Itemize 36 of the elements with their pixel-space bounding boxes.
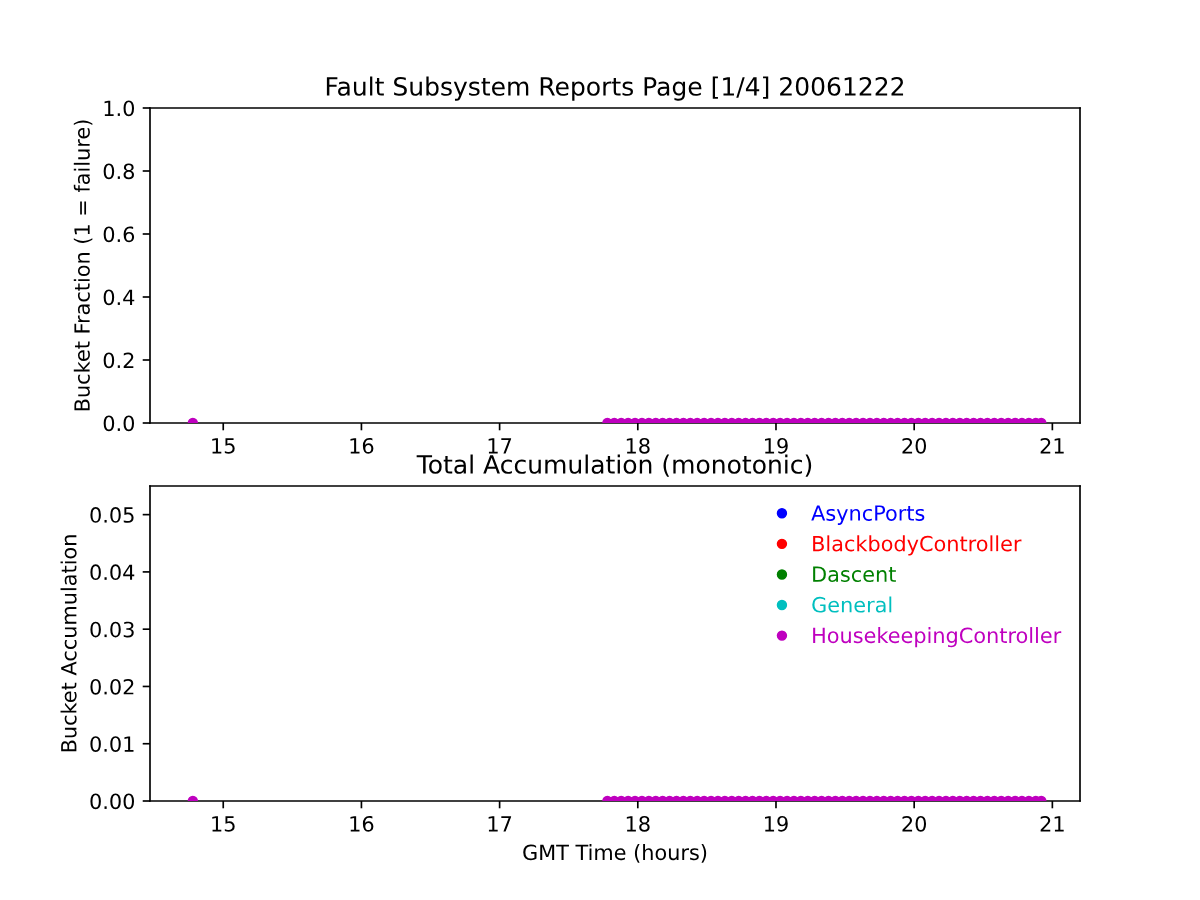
x-tick-label: 19 <box>765 437 788 454</box>
y-tick-label: 0.03 <box>90 621 134 638</box>
x-tick-label: 17 <box>488 438 512 454</box>
legend-label: AsyncPorts <box>811 505 925 525</box>
y-tick-label: 0.6 <box>103 226 135 243</box>
x-tick-label: 18 <box>626 815 650 832</box>
legend-label: General <box>812 596 892 613</box>
y-tick-label: 0.0 <box>103 415 135 432</box>
x-tick-label: 16 <box>350 815 374 832</box>
y-tick-label: 0.04 <box>90 564 135 581</box>
x-tick-label: 19 <box>765 815 788 832</box>
y-tick-label: 0.2 <box>103 352 134 369</box>
y-tick-label: 0.01 <box>90 736 134 752</box>
y-tick-label: 0.05 <box>90 507 134 523</box>
y-tick-label: 0.8 <box>103 163 134 180</box>
x-axis-title: GMT Time (hours) <box>523 844 707 863</box>
x-tick-label: 21 <box>1040 437 1064 454</box>
x-tick-label: 18 <box>626 437 650 454</box>
y-tick-label: 0.02 <box>90 678 134 695</box>
x-tick-label: 20 <box>902 437 927 454</box>
x-tick-label: 21 <box>1040 815 1064 832</box>
y-tick-label: 1.0 <box>104 100 135 117</box>
y-tick-label: 0.4 <box>103 289 135 306</box>
chart-title: Total Accumulation (monotonic) <box>416 454 812 477</box>
chart-title: Fault Subsystem Reports Page [1/4] 20061222 <box>326 76 904 101</box>
y-tick-label: 0.00 <box>90 793 135 810</box>
legend-label: HousekeepingController <box>813 627 1062 648</box>
legend-label: BlackbodyController <box>813 535 1022 556</box>
x-tick-label: 20 <box>902 815 927 832</box>
x-tick-label: 15 <box>212 816 235 832</box>
x-tick-label: 17 <box>488 816 512 832</box>
legend-label: Dascent <box>813 566 896 583</box>
y-axis-title: Bucket Accumulation <box>60 535 77 752</box>
x-tick-label: 16 <box>350 437 374 454</box>
y-axis-title: Bucket Fraction (1 = failure) <box>73 120 93 411</box>
x-tick-label: 15 <box>212 438 235 454</box>
